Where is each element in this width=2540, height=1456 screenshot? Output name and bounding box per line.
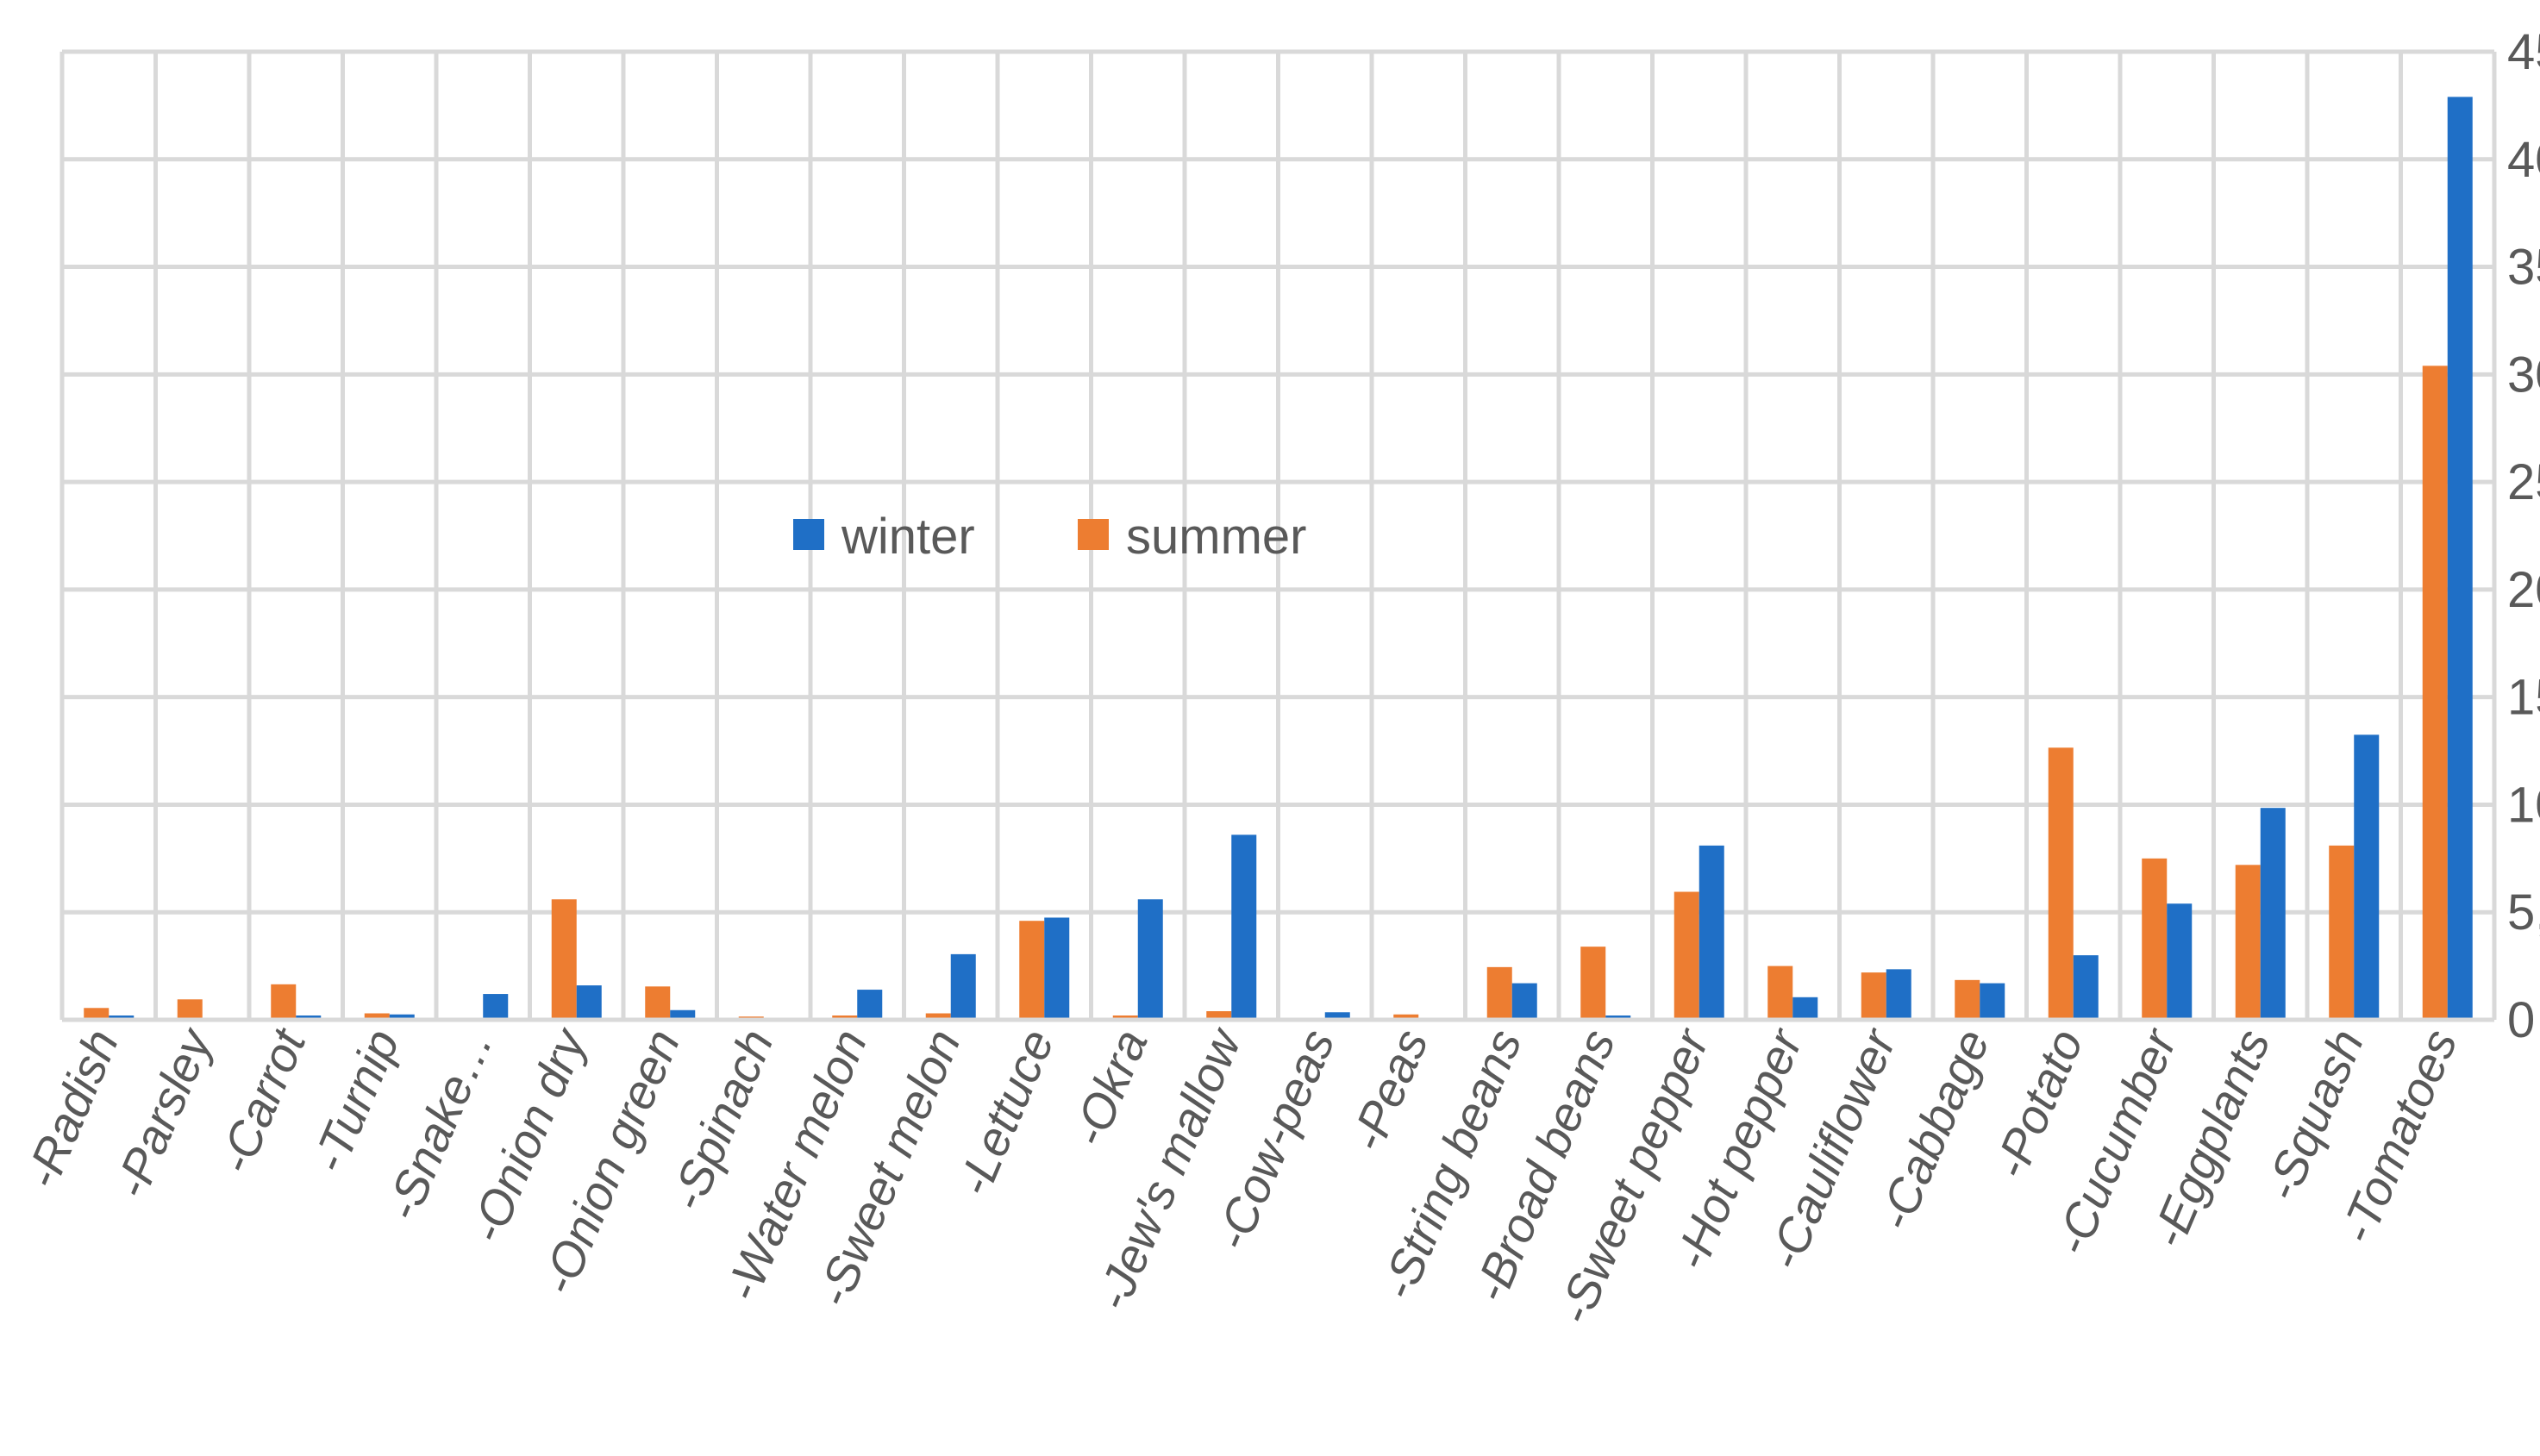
bar-winter (483, 994, 509, 1020)
bar-winter (2354, 734, 2380, 1020)
bar-winter (1980, 983, 2005, 1020)
y-axis-tick-labels: 0 5,000 10,000 15,000 20,000 25,000 30,000 35,0… (2507, 24, 2540, 1048)
legend-swatch-winter (793, 519, 824, 550)
bar-winter (1511, 983, 1537, 1020)
bar-summer (364, 1013, 390, 1020)
y-tick-label: 45,000 (2507, 24, 2540, 80)
y-tick-label: 20,000 (2507, 562, 2540, 618)
bar-summer (1019, 921, 1045, 1020)
bar-summer (2235, 865, 2261, 1020)
bar-summer (645, 986, 671, 1020)
bar-winter (670, 1009, 696, 1020)
bar-winter (1699, 845, 1724, 1020)
bar-winter (857, 990, 883, 1020)
bar-summer (1861, 972, 1886, 1020)
y-tick-label: 15,000 (2507, 670, 2540, 726)
bar-summer (1206, 1011, 1232, 1020)
bar-summer (1767, 965, 1793, 1020)
gridlines (59, 49, 2497, 1022)
bar-winter (1886, 969, 1911, 1020)
bar-winter (1324, 1012, 1350, 1020)
y-tick-label: 10,000 (2507, 777, 2540, 833)
x-tick-label: -Okra (1060, 1022, 1158, 1153)
bar-summer (551, 899, 577, 1020)
x-tick-label: -Turnip (301, 1022, 410, 1180)
y-tick-label: 5,000 (2507, 884, 2540, 940)
bar-winter (576, 985, 602, 1020)
bar-summer (1674, 891, 1699, 1020)
bar-summer (1486, 966, 1512, 1020)
legend: winter summer (793, 509, 1306, 565)
y-tick-label: 35,000 (2507, 240, 2540, 296)
x-axis-tick-labels: -Radish-Parsley-Carrot-Turnip-Snake…-Oni… (14, 1019, 2468, 1332)
bars (84, 97, 2473, 1021)
y-tick-label: 0 (2507, 992, 2535, 1048)
y-tick-label: 40,000 (2507, 132, 2540, 188)
bar-winter (1137, 899, 1163, 1020)
bar-summer (2329, 845, 2355, 1020)
bar-winter (389, 1014, 415, 1020)
bar-summer (2048, 747, 2074, 1020)
bar-winter (2260, 808, 2286, 1020)
bar-summer (271, 984, 297, 1020)
bar-winter (2073, 955, 2099, 1020)
bar-summer (925, 1013, 951, 1020)
x-tick-label: -Peas (1339, 1022, 1438, 1159)
bar-winter (1792, 997, 1818, 1020)
bar-summer (2142, 858, 2168, 1020)
bar-summer (1580, 947, 1606, 1020)
y-tick-label: 30,000 (2507, 347, 2540, 403)
bar-winter (1044, 917, 1070, 1020)
x-tick-label: -Carrot (207, 1020, 316, 1181)
y-tick-label: 25,000 (2507, 454, 2540, 510)
bar-winter (950, 953, 976, 1020)
legend-label-winter: winter (841, 509, 975, 565)
bar-winter (2167, 903, 2193, 1020)
bar-summer (1393, 1014, 1419, 1020)
bar-summer (2422, 366, 2448, 1021)
bar-summer (177, 999, 203, 1020)
legend-swatch-summer (1078, 519, 1109, 550)
legend-label-summer: summer (1126, 509, 1306, 565)
bar-winter (2447, 97, 2473, 1021)
bar-winter (1231, 834, 1257, 1020)
bar-summer (1955, 979, 1980, 1020)
bar-summer (84, 1008, 109, 1020)
